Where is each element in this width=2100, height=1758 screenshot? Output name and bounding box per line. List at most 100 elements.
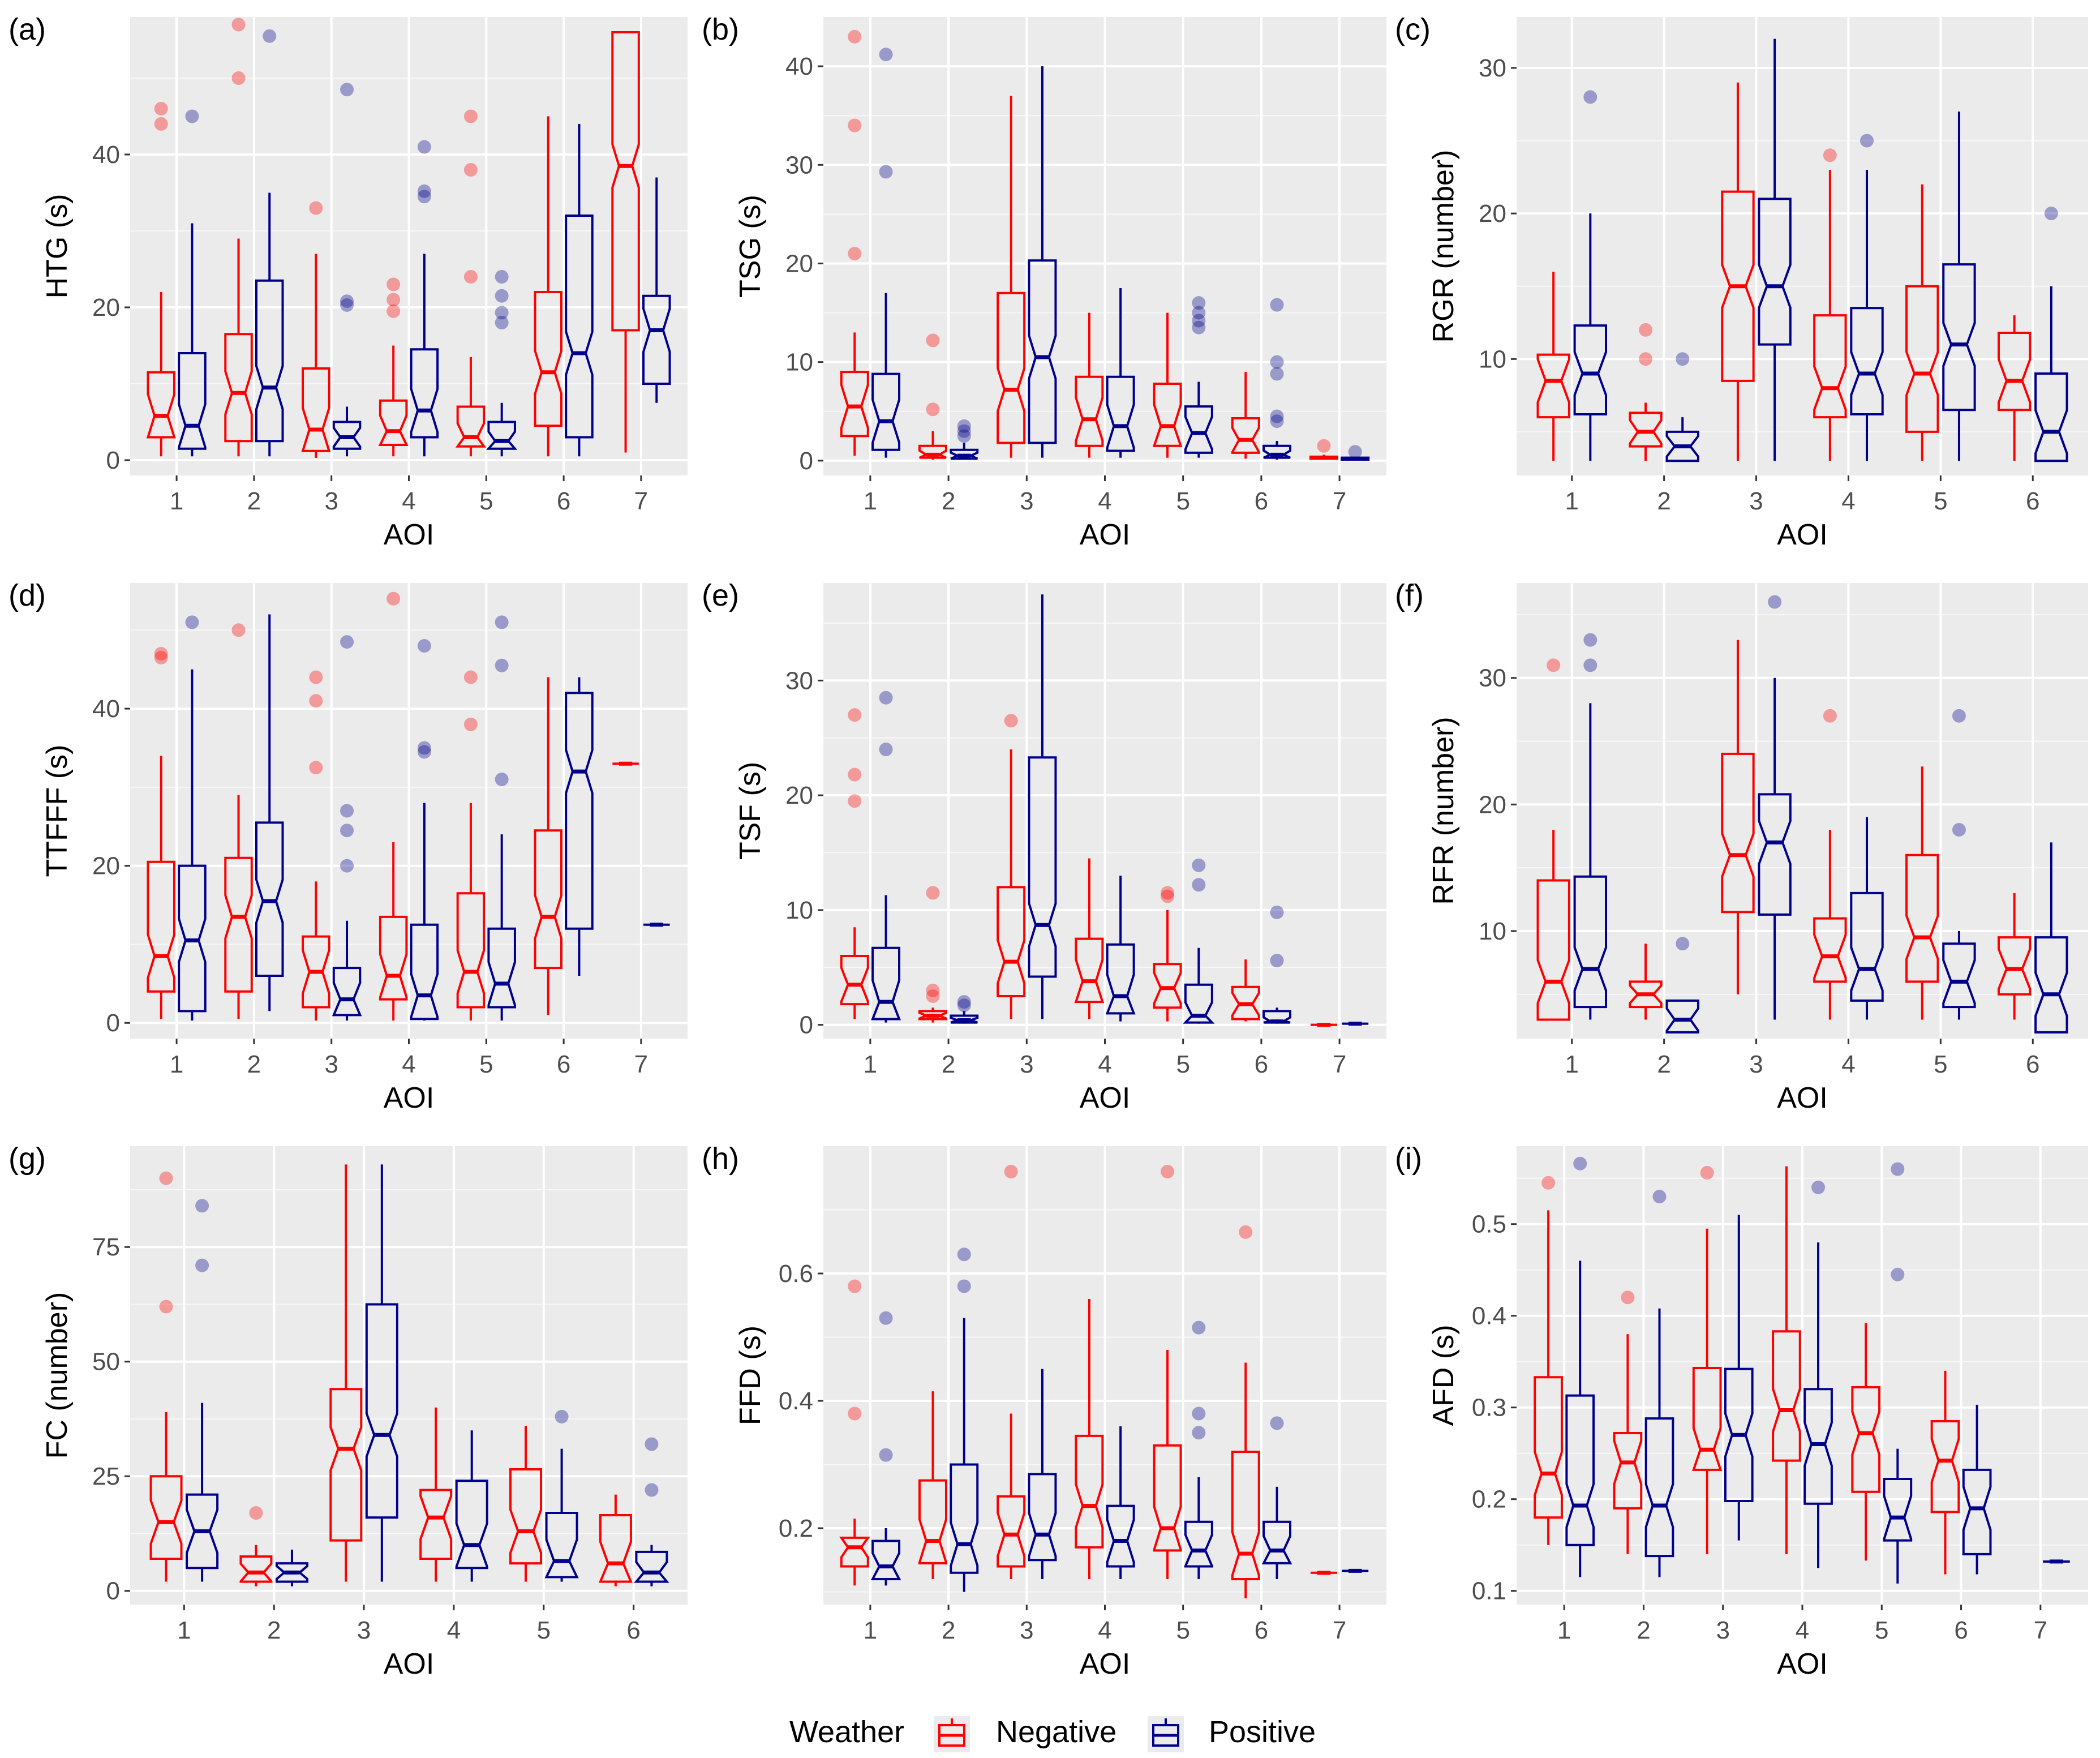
outlier-point	[848, 1279, 862, 1293]
boxplot-negative-aoi-6	[598, 1494, 633, 1587]
x-tick-label: 2	[942, 1050, 955, 1078]
x-axis-title: AOI	[384, 1648, 435, 1680]
box	[332, 967, 362, 1017]
x-axis-title: AOI	[1777, 1082, 1828, 1114]
boxplot-positive-aoi-5	[544, 1409, 579, 1582]
outlier-point	[495, 658, 509, 672]
outlier-point	[957, 995, 971, 1009]
y-tick-label: 40	[92, 695, 120, 723]
boxplot-negative-aoi-3	[329, 1164, 363, 1582]
box	[870, 1540, 901, 1580]
box	[871, 946, 901, 1021]
box	[997, 291, 1026, 444]
outlier-point	[249, 1506, 263, 1520]
outlier-point	[1270, 905, 1284, 919]
outlier-point	[1700, 1165, 1714, 1180]
outlier-point	[386, 304, 401, 318]
boxplot-negative-aoi-3	[997, 714, 1026, 1019]
x-tick-label: 2	[247, 1050, 261, 1078]
boxplot-positive-aoi-3	[1028, 1369, 1057, 1579]
box	[1074, 937, 1105, 1004]
x-tick-label: 1	[864, 487, 877, 515]
boxplot-negative-aoi-2	[918, 333, 947, 460]
box	[950, 1463, 979, 1574]
box	[332, 421, 362, 450]
box	[1183, 983, 1215, 1024]
boxplot-positive-aoi-6	[1262, 298, 1292, 460]
boxplot-positive-aoi-1	[870, 1311, 901, 1586]
boxplot-negative-aoi-6	[1930, 1370, 1960, 1575]
outlier-point	[926, 886, 940, 900]
box	[1613, 1432, 1643, 1510]
x-tick-label: 3	[1716, 1616, 1729, 1644]
y-tick-label: 0.1	[1472, 1577, 1506, 1605]
boxplot-negative-aoi-6	[534, 116, 563, 457]
y-tick-label: 0	[106, 1009, 120, 1037]
x-tick-label: 4	[402, 487, 415, 515]
x-axis-title: AOI	[384, 518, 435, 551]
outlier-point	[417, 741, 431, 755]
x-tick-label: 1	[864, 1616, 877, 1644]
boxplot-negative-aoi-7	[1309, 439, 1338, 460]
outlier-point	[1270, 355, 1284, 369]
outlier-point	[848, 247, 862, 261]
outlier-point	[154, 117, 168, 131]
plot-background	[1517, 583, 2088, 1039]
outlier-point	[1192, 1426, 1206, 1440]
boxplot-negative-aoi-2	[918, 1391, 947, 1579]
y-tick-label: 20	[785, 782, 813, 809]
x-tick-label: 5	[1176, 487, 1189, 515]
boxplot-negative-aoi-1	[840, 29, 869, 456]
x-tick-label: 7	[1333, 1616, 1346, 1644]
x-tick-label: 4	[1796, 1616, 1809, 1644]
box	[1905, 854, 1939, 983]
boxplot-positive-aoi-5	[1942, 112, 1976, 461]
box	[1028, 756, 1057, 978]
box	[534, 291, 563, 427]
outlier-point	[1891, 1267, 1905, 1281]
boxplot-positive-aoi-2	[950, 995, 979, 1024]
box	[642, 294, 671, 385]
boxplot-negative-aoi-5	[456, 670, 486, 1021]
outlier-point	[185, 615, 199, 629]
outlier-point	[879, 165, 893, 179]
box	[1851, 1386, 1881, 1493]
outlier-point	[1811, 1180, 1826, 1194]
y-tick-label: 10	[785, 897, 813, 924]
outlier-point	[1573, 1156, 1587, 1170]
panel-f: 10 20 30 1 2 3 4 5 6 AOI RFR (number) (f)	[1395, 578, 2088, 1114]
outlier-point	[848, 1407, 862, 1421]
box	[1665, 430, 1699, 462]
box	[1573, 875, 1608, 1009]
box	[178, 864, 207, 1013]
outlier-point	[1317, 439, 1331, 453]
outlier-point	[340, 294, 354, 308]
outlier-point	[879, 48, 893, 62]
boxplot-negative-aoi-6	[1231, 959, 1260, 1022]
boxplot-negative-aoi-5	[1153, 886, 1182, 1022]
box	[1028, 259, 1057, 444]
panel-b: 0 10 20 30 40 1 2 3 4 5 6 7 AOI TSG (s) (b)	[702, 12, 1386, 551]
outlier-point	[1270, 414, 1284, 428]
box	[840, 955, 869, 1006]
x-tick-label: 5	[479, 1050, 493, 1078]
box	[1997, 936, 2032, 996]
outlier-point	[340, 635, 354, 649]
outlier-point	[309, 761, 323, 775]
x-tick-label: 2	[267, 1616, 281, 1644]
x-tick-label: 3	[324, 487, 338, 515]
boxplot-negative-aoi-6	[1231, 372, 1260, 459]
x-tick-label: 4	[1841, 487, 1855, 515]
box	[1758, 793, 1792, 916]
box	[839, 1536, 870, 1568]
boxplot-positive-aoi-4	[1106, 288, 1135, 458]
boxplot-positive-aoi-4	[410, 639, 439, 1021]
outlier-point	[1348, 445, 1362, 459]
outlier-point	[1161, 889, 1175, 903]
outlier-point	[495, 270, 509, 284]
boxplot-negative-aoi-1	[1536, 658, 1570, 1021]
box	[1231, 417, 1260, 454]
y-tick-label: 40	[785, 53, 813, 80]
outlier-point	[159, 1171, 173, 1185]
